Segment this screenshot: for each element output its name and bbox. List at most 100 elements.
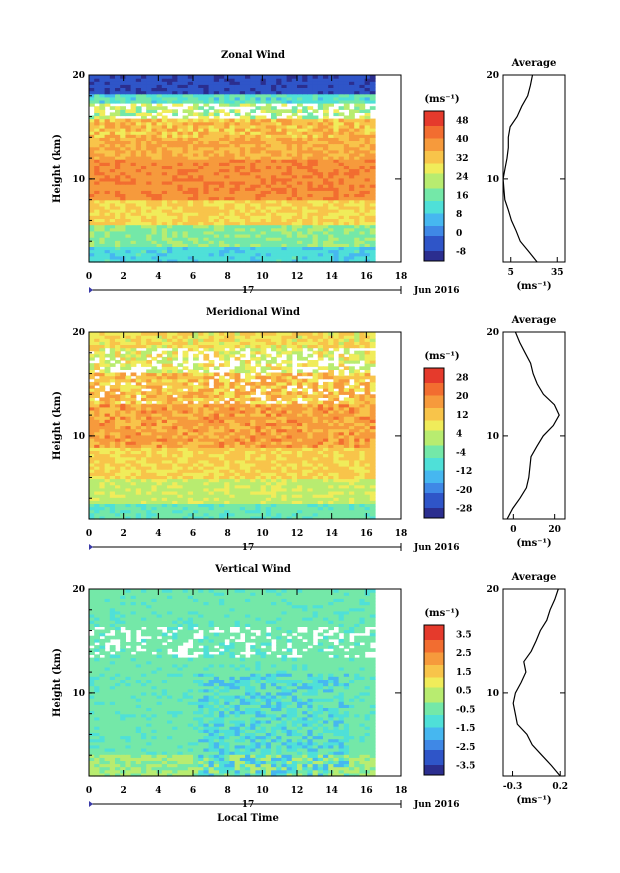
heatmap-cell	[125, 109, 132, 113]
heatmap-cell	[291, 497, 298, 501]
heatmap-cell	[307, 174, 314, 179]
heatmap-cell	[349, 478, 355, 483]
heatmap-cell	[120, 156, 126, 160]
heatmap-cell	[229, 124, 236, 129]
heatmap-cell	[343, 444, 350, 448]
heatmap-cell	[364, 128, 371, 132]
heatmap-cell	[338, 181, 345, 185]
heatmap-cell	[89, 466, 95, 470]
heatmap-cell	[182, 171, 189, 176]
heatmap-cell	[317, 444, 324, 448]
heatmap-cell	[302, 168, 308, 173]
heatmap-cell	[265, 103, 272, 107]
heatmap-cell	[307, 249, 314, 254]
heatmap-cell	[213, 221, 220, 226]
heatmap-cell	[260, 462, 267, 467]
heatmap-cell	[182, 434, 189, 439]
heatmap-cell	[260, 143, 267, 148]
heatmap-cell	[265, 428, 272, 433]
heatmap-cell	[187, 438, 194, 442]
heatmap-cell	[234, 255, 241, 260]
heatmap-cell	[208, 475, 215, 480]
heatmap-cell	[297, 438, 303, 442]
heatmap-cell	[193, 149, 199, 154]
heatmap-cell	[203, 240, 210, 244]
heatmap-cell	[120, 124, 126, 129]
heatmap-cell	[182, 199, 189, 204]
heatmap-cell	[156, 481, 163, 486]
heatmap-cell	[302, 237, 308, 241]
heatmap-cell	[271, 152, 277, 157]
heatmap-cell	[219, 96, 225, 101]
heatmap-cell	[369, 75, 376, 79]
heatmap-cell	[177, 456, 184, 461]
heatmap-cell	[203, 462, 210, 467]
heatmap-cell	[349, 128, 355, 132]
heatmap-cell	[245, 243, 251, 247]
heatmap-cell	[297, 137, 303, 141]
heatmap-cell	[94, 96, 100, 101]
heatmap-cell	[297, 171, 303, 176]
heatmap-cell	[312, 447, 319, 451]
heatmap-cell	[255, 84, 262, 88]
heatmap-cell	[115, 109, 121, 113]
heatmap-cell	[239, 506, 246, 511]
heatmap-cell	[198, 162, 204, 166]
heatmap-cell	[260, 459, 267, 464]
heatmap-cell	[317, 165, 324, 170]
colorbar-label: 24	[456, 173, 469, 183]
heatmap-cell	[104, 75, 111, 79]
heatmap-cell	[94, 177, 100, 182]
heatmap-cell	[239, 162, 246, 166]
heatmap-cell	[276, 484, 282, 489]
heatmap-cell	[312, 115, 319, 120]
heatmap-cell	[224, 450, 230, 455]
heatmap-cell	[130, 124, 137, 129]
heatmap-cell	[354, 81, 360, 85]
heatmap-cell	[349, 171, 355, 176]
heatmap-cell	[291, 230, 298, 235]
heatmap-cell	[151, 234, 158, 238]
heatmap-cell	[359, 143, 366, 148]
heatmap-cell	[193, 112, 199, 117]
heatmap-cell	[281, 162, 288, 166]
heatmap-cell	[234, 121, 241, 126]
heatmap-cell	[146, 75, 152, 79]
heatmap-cell	[89, 128, 95, 132]
heatmap-cell	[359, 255, 366, 260]
heatmap-cell	[99, 462, 106, 467]
heatmap-cell	[234, 240, 241, 244]
heatmap-cell	[343, 512, 350, 517]
heatmap-cell	[354, 434, 360, 439]
heatmap-cell	[187, 202, 194, 207]
heatmap-cell	[328, 134, 334, 138]
heatmap-cell	[219, 84, 225, 88]
heatmap-cell	[161, 96, 168, 101]
heatmap-cell	[172, 503, 178, 508]
heatmap-cell	[104, 434, 111, 439]
heatmap-cell	[364, 156, 371, 160]
heatmap-cell	[203, 512, 210, 517]
heatmap-cell	[161, 199, 168, 204]
heatmap-cell	[307, 134, 314, 138]
heatmap-cell	[177, 215, 184, 219]
heatmap-cell	[219, 431, 225, 436]
heatmap-cell	[141, 481, 147, 486]
heatmap-cell	[239, 212, 246, 216]
heatmap-cell	[193, 509, 199, 514]
heatmap-cell	[291, 472, 298, 476]
heatmap-cell	[234, 209, 241, 213]
heatmap-cell	[193, 143, 199, 148]
heatmap-cell	[271, 171, 277, 176]
heatmap-cell	[151, 177, 158, 182]
heatmap-cell	[338, 99, 345, 104]
heatmap-cell	[94, 506, 100, 511]
heatmap-cell	[94, 121, 100, 126]
heatmap-cell	[239, 484, 246, 489]
heatmap-cell	[307, 506, 314, 511]
heatmap-cell	[343, 484, 350, 489]
heatmap-cell	[109, 93, 116, 98]
heatmap-cell	[198, 487, 204, 492]
heatmap-cell	[208, 177, 215, 182]
heatmap-cell	[213, 171, 220, 176]
